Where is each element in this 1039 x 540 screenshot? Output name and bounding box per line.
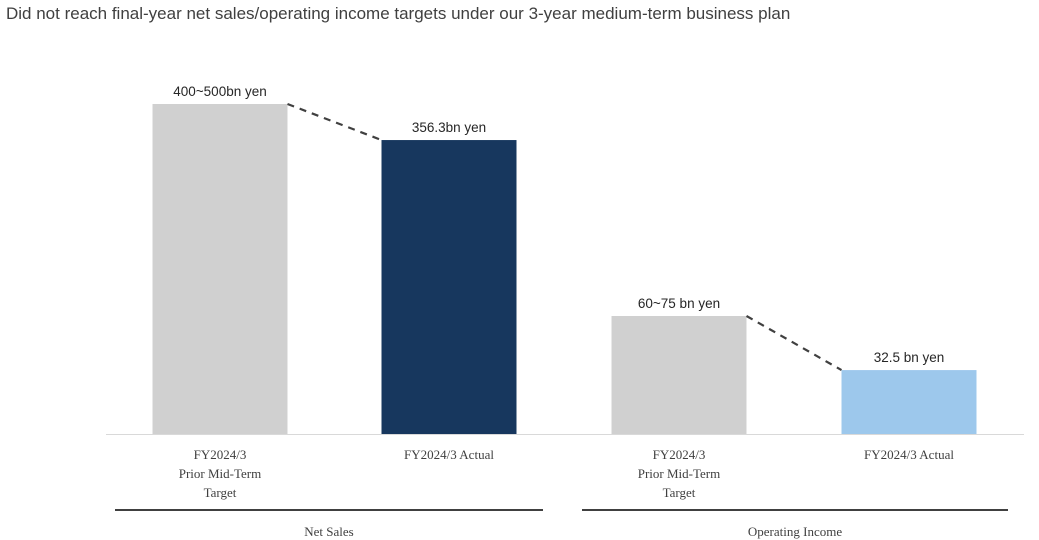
data-label: 356.3bn yen xyxy=(412,120,486,135)
category-label: FY2024/3 xyxy=(194,447,247,462)
category-label: Target xyxy=(204,485,237,500)
category-label: FY2024/3 Actual xyxy=(404,447,494,462)
category-label: Target xyxy=(663,485,696,500)
category-label: FY2024/3 Actual xyxy=(864,447,954,462)
data-label: 400~500bn yen xyxy=(173,84,266,99)
data-label: 32.5 bn yen xyxy=(874,350,945,365)
data-label: 60~75 bn yen xyxy=(638,296,720,311)
dashed-connector xyxy=(745,315,843,372)
bar xyxy=(381,140,517,435)
dashed-connector xyxy=(287,102,382,142)
bar xyxy=(152,104,288,434)
category-label: Prior Mid-Term xyxy=(638,466,721,481)
group-label: Net Sales xyxy=(304,524,353,539)
category-label: Prior Mid-Term xyxy=(179,466,262,481)
bar xyxy=(841,370,977,434)
chart-title: Did not reach final-year net sales/opera… xyxy=(6,4,791,23)
group-label: Operating Income xyxy=(748,524,842,539)
category-label: FY2024/3 xyxy=(653,447,706,462)
bar xyxy=(611,316,747,434)
